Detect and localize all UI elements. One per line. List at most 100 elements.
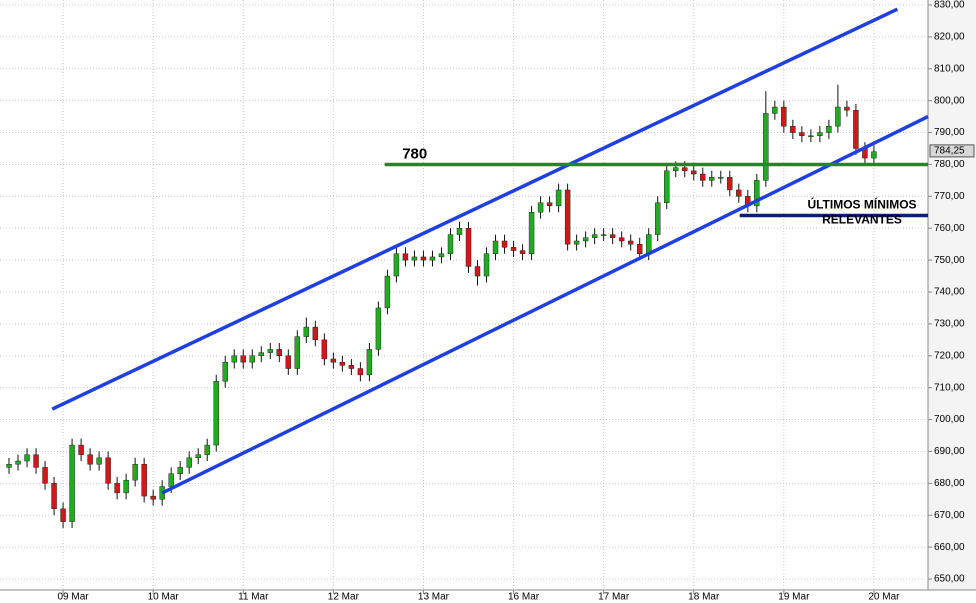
candle-body bbox=[285, 355, 292, 369]
candle-body bbox=[402, 253, 409, 261]
candle-body bbox=[799, 132, 805, 136]
candle-body bbox=[105, 457, 111, 484]
candle-body bbox=[78, 444, 84, 455]
candle-body bbox=[871, 151, 877, 159]
candle-body bbox=[456, 228, 463, 235]
candle-body bbox=[555, 189, 562, 207]
candle-body bbox=[700, 173, 706, 181]
y-tick-label: 760,00 bbox=[934, 223, 965, 234]
candle-body bbox=[546, 202, 553, 207]
candle-body bbox=[492, 240, 499, 254]
candle-body bbox=[664, 170, 670, 203]
candle-body bbox=[267, 349, 273, 353]
y-tick-label: 680,00 bbox=[934, 478, 965, 489]
candle-body bbox=[429, 256, 436, 261]
candle-body bbox=[826, 125, 832, 133]
candle-body bbox=[132, 464, 138, 481]
candle-body bbox=[772, 106, 778, 114]
candle-body bbox=[240, 355, 246, 363]
y-tick-label: 790,00 bbox=[934, 127, 965, 138]
candle-body bbox=[366, 349, 373, 376]
candle-body bbox=[727, 176, 733, 191]
y-tick-label: 710,00 bbox=[934, 382, 965, 393]
candle-body bbox=[808, 135, 814, 137]
candle-body bbox=[375, 307, 382, 350]
candle-body bbox=[754, 180, 760, 207]
candle-body bbox=[141, 464, 147, 497]
candle-body bbox=[835, 106, 841, 127]
annotation: 780 bbox=[402, 145, 427, 162]
candle-body bbox=[447, 234, 454, 254]
y-tick-label: 770,00 bbox=[934, 191, 965, 202]
x-tick-label: 17 Mar bbox=[598, 592, 630, 603]
candle-body bbox=[519, 250, 526, 254]
candle-body bbox=[474, 266, 481, 277]
candle-body bbox=[51, 483, 57, 510]
candle-body bbox=[691, 170, 697, 175]
candle-body bbox=[600, 234, 607, 236]
candle-body bbox=[790, 125, 796, 133]
candle-body bbox=[204, 444, 210, 455]
x-tick-label: 10 Mar bbox=[148, 592, 180, 603]
candle-body bbox=[168, 473, 174, 487]
annotation: ÚLTIMOS MÍNIMOS RELEVANTES bbox=[807, 197, 916, 227]
candle-body bbox=[249, 355, 255, 363]
candle-body bbox=[213, 381, 219, 446]
y-tick-label: 730,00 bbox=[934, 319, 965, 330]
candle-body bbox=[709, 176, 715, 181]
candle-body bbox=[853, 110, 859, 149]
candle-body bbox=[150, 495, 156, 500]
candle-body bbox=[501, 240, 508, 248]
candle-body bbox=[195, 454, 201, 459]
candle-body bbox=[60, 508, 66, 522]
x-tick-label: 09 Mar bbox=[58, 592, 90, 603]
candle-body bbox=[645, 234, 652, 254]
candle-body bbox=[276, 349, 283, 356]
candle-body bbox=[528, 212, 535, 254]
candle-body bbox=[781, 106, 787, 127]
candle-body bbox=[87, 454, 93, 465]
candle-body bbox=[573, 240, 580, 245]
x-tick-label: 11 Mar bbox=[238, 592, 269, 603]
y-tick-label: 690,00 bbox=[934, 446, 965, 457]
candle-body bbox=[844, 106, 850, 111]
candle-body bbox=[393, 253, 400, 277]
candle-body bbox=[609, 234, 616, 238]
candle-body bbox=[69, 444, 75, 522]
trendline bbox=[161, 115, 929, 495]
candle-body bbox=[123, 479, 129, 494]
trendline bbox=[51, 7, 899, 411]
candle-body bbox=[673, 167, 679, 172]
candle-body bbox=[483, 253, 490, 277]
y-tick-label: 650,00 bbox=[934, 574, 965, 585]
y-tick-label: 810,00 bbox=[934, 63, 965, 74]
candle-body bbox=[420, 256, 427, 261]
candle-body bbox=[24, 454, 30, 462]
candle-body bbox=[321, 339, 328, 360]
candle-body bbox=[6, 464, 12, 468]
y-tick-label: 720,00 bbox=[934, 350, 965, 361]
candle-body bbox=[231, 355, 237, 363]
y-tick-label: 740,00 bbox=[934, 287, 965, 298]
candle-body bbox=[33, 454, 39, 468]
x-tick-label: 13 Mar bbox=[418, 592, 450, 603]
candle-body bbox=[465, 228, 472, 267]
x-tick-label: 12 Mar bbox=[328, 592, 360, 603]
candle-body bbox=[510, 247, 517, 251]
candle-body bbox=[114, 483, 120, 494]
candle-body bbox=[718, 176, 724, 179]
candle-body bbox=[186, 457, 192, 468]
candle-body bbox=[636, 243, 643, 254]
y-axis-panel bbox=[928, 0, 976, 590]
y-tick-label: 750,00 bbox=[934, 255, 965, 266]
candle-body bbox=[294, 336, 301, 369]
last-price-box bbox=[929, 144, 975, 158]
y-tick-label: 670,00 bbox=[934, 510, 965, 521]
candle-body bbox=[303, 326, 310, 337]
x-tick-label: 16 Mar bbox=[508, 592, 540, 603]
candle-body bbox=[357, 368, 364, 376]
y-tick-label: 820,00 bbox=[934, 32, 965, 43]
candle-body bbox=[438, 253, 445, 258]
